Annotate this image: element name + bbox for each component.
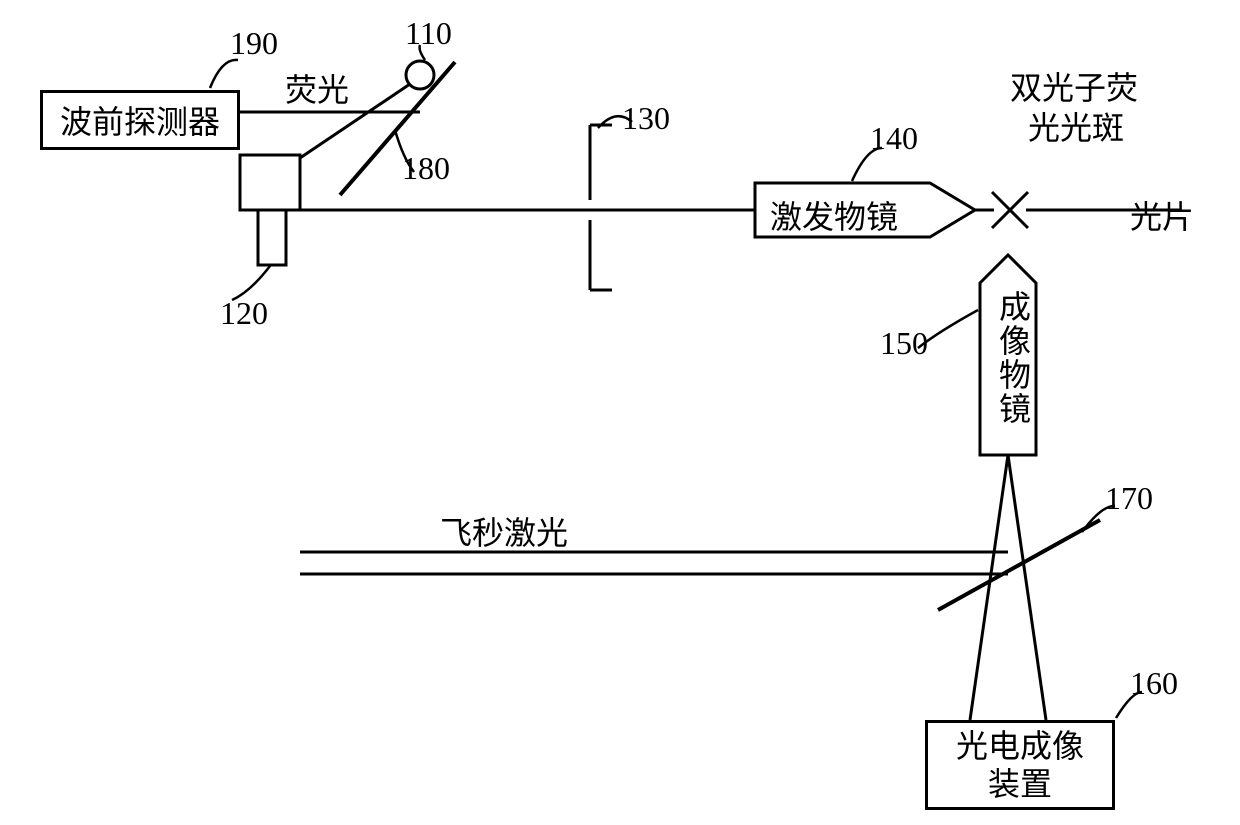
two-photon-spot-icon xyxy=(992,192,1028,228)
tilde-190 xyxy=(210,60,238,88)
tilde-120 xyxy=(232,266,270,300)
tilde-160 xyxy=(1116,692,1142,718)
dichroic-180 xyxy=(340,62,455,195)
tilde-140 xyxy=(852,148,882,181)
tilde-180 xyxy=(395,130,414,172)
tilde-110 xyxy=(420,45,425,60)
excitation-objective-shape xyxy=(755,183,975,237)
beam-diag xyxy=(300,84,410,158)
aperture-130 xyxy=(590,125,612,290)
cone-right xyxy=(1008,455,1046,720)
tilde-150 xyxy=(918,310,978,348)
diagram-svg xyxy=(0,0,1240,825)
scanner-body xyxy=(240,155,300,210)
scanner-base xyxy=(258,210,286,265)
imaging-objective-shape xyxy=(980,255,1036,455)
element-110-icon xyxy=(406,61,434,89)
